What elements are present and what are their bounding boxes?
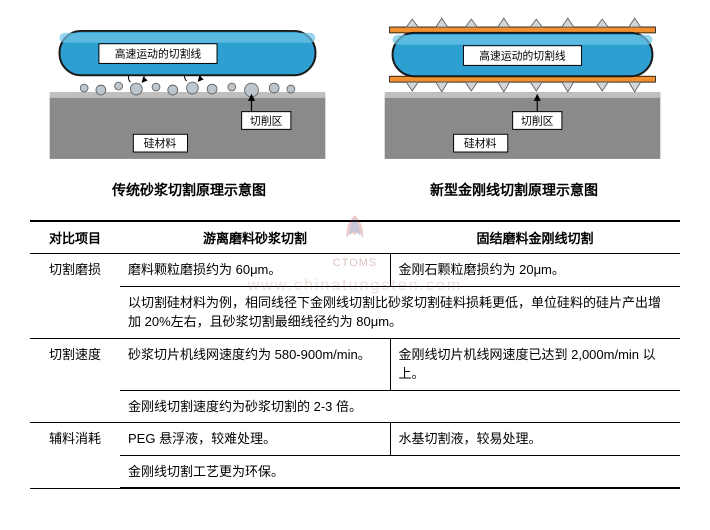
material-label: 硅材料 xyxy=(144,136,177,150)
caption-right: 新型金刚线切割原理示意图 xyxy=(430,180,598,200)
table-row: 辅料消耗 PEG 悬浮液，较难处理。 水基切割液，较易处理。 xyxy=(30,423,680,456)
caption-left: 传统砂浆切割原理示意图 xyxy=(112,180,266,200)
diagram-diamond: 高速运动的切割线 切削区 硅材料 xyxy=(365,10,680,170)
table-row: 切割磨损 磨料颗粒磨损约为 60μm。 金刚石颗粒磨损约为 20μm。 xyxy=(30,254,680,287)
captions-row: 传统砂浆切割原理示意图 新型金刚线切割原理示意图 xyxy=(30,180,680,200)
wire-label: 高速运动的切割线 xyxy=(479,48,566,62)
cell-left: PEG 悬浮液，较难处理。 xyxy=(120,423,390,456)
table-row: 切割速度 砂浆切片机线网速度约为 580-900m/min。 金刚线切片机线网速… xyxy=(30,338,680,390)
header-label: 对比项目 xyxy=(30,221,120,254)
cell-merged: 金刚线切割速度约为砂浆切割的 2-3 倍。 xyxy=(120,390,680,423)
wire-label: 高速运动的切割线 xyxy=(115,47,202,61)
table-row: 以切割硅材料为例，相同线径下金刚线切割比砂浆切割硅料损耗更低，单位硅料的硅片产出… xyxy=(30,286,680,338)
cut-zone-label: 切削区 xyxy=(521,113,554,127)
header-right: 固结磨料金刚线切割 xyxy=(390,221,680,254)
cell-right: 金刚线切片机线网速度已达到 2,000m/min 以上。 xyxy=(390,338,680,390)
table-header-row: 对比项目 游离磨料砂浆切割 固结磨料金刚线切割 xyxy=(30,221,680,254)
table-row: 金刚线切割速度约为砂浆切割的 2-3 倍。 xyxy=(30,390,680,423)
cut-zone-label: 切削区 xyxy=(250,113,283,127)
diagram-traditional: 高速运动的切割线 切削区 硅材料 xyxy=(30,10,345,170)
row-label: 辅料消耗 xyxy=(30,423,120,489)
row-label: 切割速度 xyxy=(30,338,120,423)
cell-merged: 以切割硅材料为例，相同线径下金刚线切割比砂浆切割硅料损耗更低，单位硅料的硅片产出… xyxy=(120,286,680,338)
cell-merged: 金刚线切割工艺更为环保。 xyxy=(120,455,680,488)
table-row: 金刚线切割工艺更为环保。 xyxy=(30,455,680,488)
comparison-table: 对比项目 游离磨料砂浆切割 固结磨料金刚线切割 切割磨损 磨料颗粒磨损约为 60… xyxy=(30,220,680,489)
cell-right: 金刚石颗粒磨损约为 20μm。 xyxy=(390,254,680,287)
cell-right: 水基切割液，较易处理。 xyxy=(390,423,680,456)
cell-left: 砂浆切片机线网速度约为 580-900m/min。 xyxy=(120,338,390,390)
row-label: 切割磨损 xyxy=(30,254,120,339)
cell-left: 磨料颗粒磨损约为 60μm。 xyxy=(120,254,390,287)
header-left: 游离磨料砂浆切割 xyxy=(120,221,390,254)
diagrams-container: 高速运动的切割线 切削区 硅材料 xyxy=(30,10,680,170)
material-label: 硅材料 xyxy=(464,136,497,150)
